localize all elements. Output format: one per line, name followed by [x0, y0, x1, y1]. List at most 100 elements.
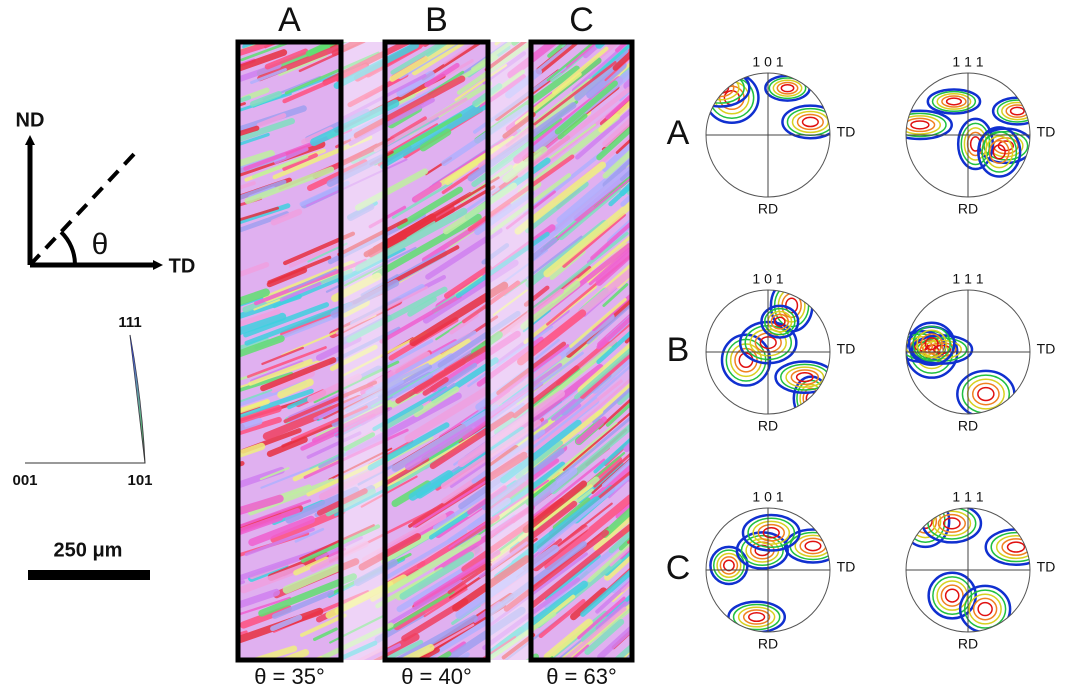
- row-label: C: [666, 549, 691, 587]
- grain: [653, 0, 745, 88]
- strip-label: B: [425, 1, 448, 39]
- grain: [645, 596, 723, 671]
- contours: [691, 70, 838, 139]
- grain: [635, 336, 666, 366]
- grain: [631, 159, 737, 260]
- grain: [642, 414, 678, 449]
- grain: [642, 172, 709, 236]
- grain: [647, 182, 671, 206]
- contour: [933, 92, 976, 112]
- grain: [633, 0, 719, 20]
- contour: [724, 560, 734, 570]
- contour: [749, 613, 765, 622]
- contour: [961, 123, 989, 164]
- contour: [928, 508, 976, 539]
- contour: [946, 589, 959, 602]
- contour: [991, 533, 1041, 562]
- contour: [769, 78, 805, 98]
- contour: [894, 113, 946, 136]
- contours: [888, 89, 1041, 176]
- ipf-triangle-shade: [25, 335, 145, 463]
- contour: [728, 602, 784, 633]
- contour: [712, 83, 728, 93]
- grain: [647, 259, 720, 331]
- grain: [644, 657, 667, 679]
- contour: [1011, 107, 1025, 114]
- contour: [978, 388, 994, 401]
- grain: [646, 645, 671, 669]
- pole-rd: RD: [758, 418, 778, 434]
- figure: ND TD θ 111 001 101 250 μm Aθ = 35°Bθ = …: [0, 0, 1070, 693]
- pole-header: 1 0 1: [752, 271, 783, 287]
- grain: [627, 116, 701, 186]
- grain: [638, 385, 733, 476]
- strip-label: A: [278, 1, 301, 39]
- grain: [616, 5, 642, 29]
- grain: [667, 26, 747, 106]
- row-label: A: [667, 114, 690, 152]
- grain: [661, 213, 696, 248]
- contour: [806, 392, 816, 404]
- grain: [201, 427, 242, 439]
- grain: [394, 11, 420, 26]
- contour: [787, 109, 833, 136]
- contour: [722, 335, 770, 386]
- grain: [631, 398, 716, 479]
- map-fade: [341, 42, 385, 660]
- strip-angle: θ = 35°: [254, 664, 325, 689]
- grain: [640, 261, 668, 288]
- contour: [803, 117, 819, 126]
- grain: [642, 20, 684, 61]
- pole-td: TD: [1037, 341, 1056, 357]
- pole-td: TD: [1037, 124, 1056, 140]
- grain: [654, 656, 684, 686]
- grain: [626, 369, 710, 448]
- dashed-direction: [30, 152, 136, 265]
- grain: [651, 512, 733, 592]
- grain: [637, 0, 723, 51]
- contour: [962, 375, 1009, 413]
- grain: [496, 1, 554, 44]
- strip-label: C: [569, 1, 594, 39]
- pole-header: 1 1 1: [952, 271, 983, 287]
- grain: [634, 0, 731, 37]
- grain: [599, 0, 694, 45]
- contours: [710, 515, 840, 632]
- ipf-triangle: [25, 335, 145, 463]
- angle-label: θ: [92, 228, 109, 261]
- grain: [337, 663, 364, 677]
- pole-rd: RD: [758, 201, 778, 217]
- grain: [655, 623, 710, 678]
- grain: [438, 0, 523, 21]
- pole-header: 1 0 1: [752, 54, 783, 70]
- contour: [720, 557, 737, 574]
- pole-td: TD: [837, 124, 856, 140]
- nd-label: ND: [16, 109, 45, 131]
- grain: [225, 0, 320, 21]
- contour: [790, 532, 836, 559]
- grain: [334, 0, 405, 26]
- contour: [902, 495, 950, 547]
- contour: [957, 371, 1014, 417]
- grain: [631, 4, 680, 51]
- strip-angle: θ = 63°: [546, 664, 617, 689]
- grain: [627, 362, 719, 449]
- grain: [634, 607, 673, 645]
- grain: [631, 442, 710, 517]
- row-label: B: [667, 331, 690, 369]
- grain: [652, 431, 726, 504]
- strip-angle: θ = 40°: [401, 664, 472, 689]
- pole-td: TD: [837, 341, 856, 357]
- grain: [651, 546, 741, 634]
- contour: [707, 79, 734, 96]
- grain: [488, 0, 535, 24]
- grain: [644, 274, 699, 328]
- grain: [205, 477, 227, 484]
- grain: [634, 539, 665, 569]
- scale-bar: [28, 570, 150, 580]
- grain: [208, 512, 233, 520]
- grain: [656, 59, 678, 81]
- contour: [1008, 542, 1025, 552]
- grain: [651, 70, 745, 162]
- grain: [655, 186, 715, 246]
